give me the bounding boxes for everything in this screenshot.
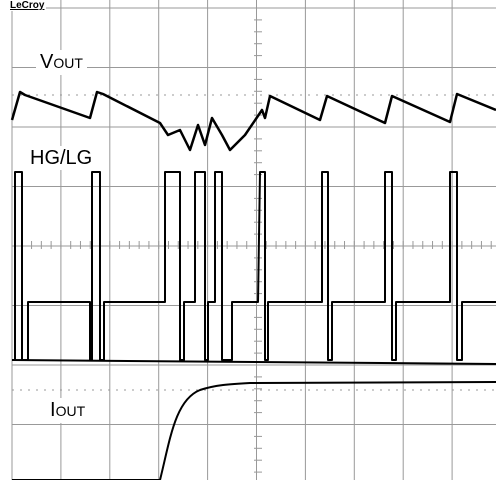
grid [11,0,496,480]
vout-label: VOUT [36,50,87,75]
hg-lg-label: HG/LG [26,146,97,170]
iout-trace [12,381,496,480]
iout-label: IOUT [46,398,90,423]
brand-logo: LeCroy [8,0,47,11]
hg-lg-trace [12,171,496,361]
hg-lg-baseline [11,359,496,365]
vout-trace [10,90,496,152]
